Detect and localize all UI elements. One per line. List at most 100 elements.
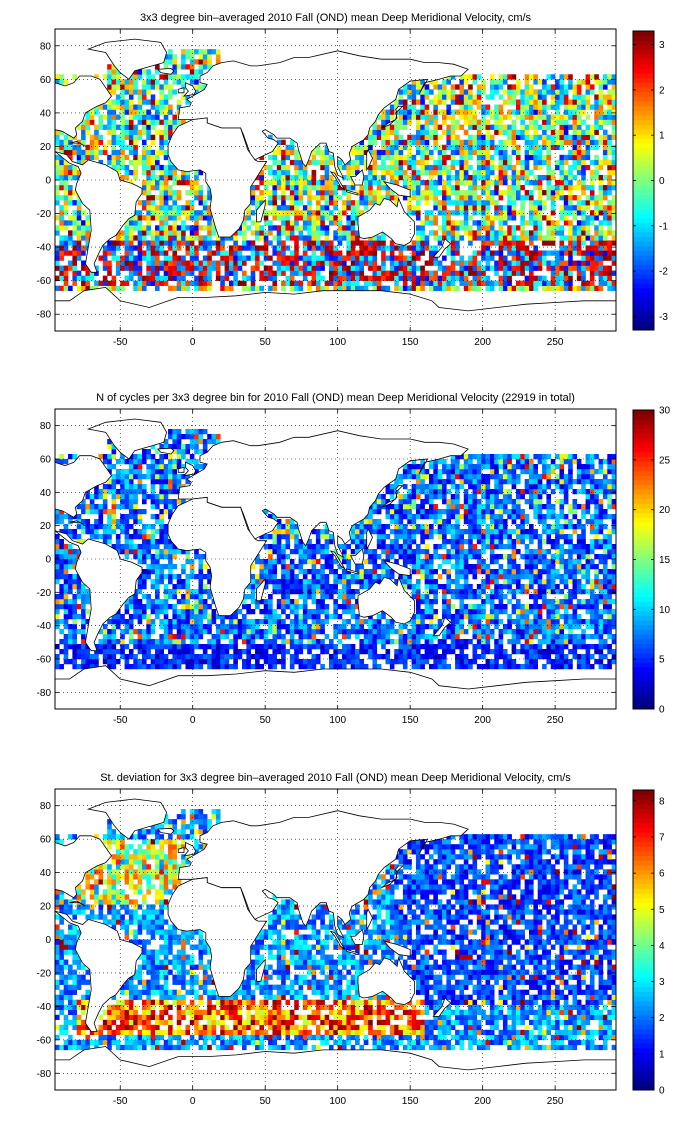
coastline [86,38,168,80]
heatmap-cell [150,654,156,660]
heatmap-cell [489,114,495,120]
heatmap-cell [424,200,430,206]
heatmap-cell [159,134,164,140]
heatmap-cell [572,195,578,201]
heatmap-cell [381,144,386,151]
heatmap-cell [568,180,573,186]
heatmap-cell [215,265,221,271]
heatmap-cell [489,200,495,206]
heatmap-cell [285,169,291,176]
heatmap-cell [259,609,264,615]
heatmap-cell [63,589,69,595]
heatmap-cell [146,619,151,625]
heatmap-cell [181,599,186,605]
heatmap-cell [328,664,334,670]
heatmap-cell [259,174,264,181]
heatmap-cell [150,235,156,241]
heatmap-cell [350,225,356,231]
heatmap-cell [381,255,386,261]
heatmap-cell [207,190,212,196]
heatmap-cell [189,654,195,660]
heatmap-cell [298,270,304,276]
heatmap-cell [550,280,556,286]
heatmap-cell [576,79,582,85]
heatmap-cell [172,164,178,171]
heatmap-cell [172,619,178,625]
heatmap-cell [398,94,404,100]
heatmap-cell [372,649,378,655]
heatmap-cell [372,195,378,201]
heatmap-cell [402,265,408,271]
colorbar-segment [633,129,654,135]
heatmap-cell [572,174,578,181]
heatmap-cell [407,644,412,650]
heatmap-cell [150,644,156,650]
heatmap-cell [159,245,164,251]
heatmap-cell [515,614,521,620]
heatmap-cell [585,599,591,605]
heatmap-cell [141,119,147,125]
heatmap-cell [546,139,552,146]
heatmap-cell [215,659,221,665]
heatmap-cell [498,164,504,171]
heatmap-cell [194,250,199,256]
heatmap-cell [55,245,60,251]
heatmap-cell [315,270,321,276]
heatmap-cell [450,225,456,231]
heatmap-cell [524,94,530,100]
heatmap-cell [589,255,595,261]
heatmap-cell [429,210,434,216]
heatmap-cell [533,624,538,630]
heatmap-cell [424,215,430,221]
heatmap-cell [398,99,404,105]
heatmap-cell [485,629,491,635]
heatmap-cell [76,200,82,206]
heatmap-cell [433,614,438,620]
heatmap-cell [315,159,321,166]
heatmap-cell [598,634,604,640]
heatmap-cell [102,149,108,156]
heatmap-cell [159,619,164,625]
heatmap-cell [133,260,138,266]
heatmap-cell [407,639,412,645]
heatmap-cell [433,94,438,100]
heatmap-cell [376,245,382,251]
heatmap-cell [263,609,269,615]
heatmap-cell [481,639,486,645]
colorbar-segment [633,40,654,46]
heatmap-cell [511,195,517,201]
heatmap-cell [189,629,195,635]
heatmap-cell [159,634,164,640]
heatmap-cell [524,139,530,146]
heatmap-cell [346,594,351,600]
heatmap-cell [72,619,77,625]
heatmap-cell [550,230,556,236]
heatmap-cell [111,89,117,95]
colorbar-segment [633,115,654,121]
heatmap-cell [502,240,508,246]
heatmap-cell [559,190,565,196]
heatmap-cell [146,200,151,206]
heatmap-cell [507,659,512,665]
heatmap-cell [115,79,121,85]
heatmap-cell [228,644,234,650]
heatmap-cell [585,659,591,665]
heatmap-cell [363,149,369,156]
heatmap-cell [137,245,143,251]
heatmap-cell [194,624,199,630]
heatmap-cell [185,280,191,286]
heatmap-cell [472,185,478,191]
heatmap-cell [211,614,217,620]
heatmap-cell [581,275,586,281]
heatmap-cell [381,114,386,120]
heatmap-cell [450,280,456,286]
heatmap-cell [298,649,304,655]
heatmap-cell [555,230,560,236]
heatmap-cell [307,280,312,286]
heatmap-cell [494,185,499,191]
heatmap-cell [433,270,438,276]
heatmap-cell [98,639,104,645]
heatmap-cell [76,270,82,276]
heatmap-cell [128,235,134,241]
heatmap-cell [141,129,147,135]
